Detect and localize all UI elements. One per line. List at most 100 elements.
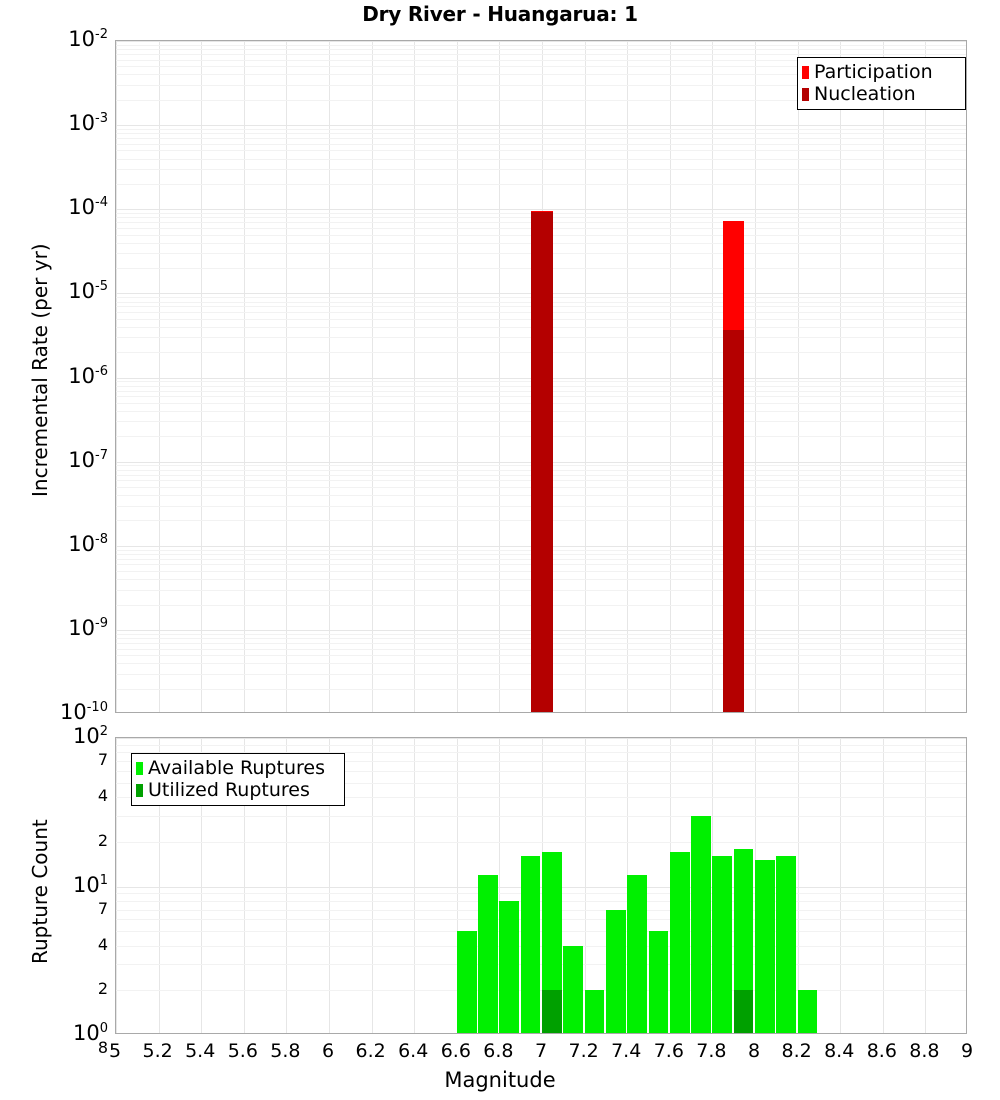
gridline-vertical	[797, 738, 799, 1033]
bottom-panel-legend-item: Available Ruptures	[136, 757, 339, 779]
gridline-horizontal-minor	[116, 990, 966, 992]
gridline-horizontal-minor	[116, 44, 966, 46]
gridline-vertical	[627, 41, 629, 712]
y-tick-label: 10-3	[68, 111, 108, 136]
gridline-vertical	[116, 41, 117, 712]
gridline-vertical	[456, 738, 458, 1033]
bar-available-ruptures	[712, 856, 733, 1033]
gridline-vertical	[755, 41, 756, 712]
top-panel-plot-area	[115, 40, 967, 713]
gridline-horizontal-minor	[116, 752, 966, 754]
gridline-horizontal-minor	[116, 54, 966, 56]
bottom-panel-legend-item: Utilized Ruptures	[136, 779, 339, 801]
y-tick-label: 102	[72, 724, 108, 748]
gridline-vertical	[286, 738, 288, 1033]
gridline-horizontal-minor	[116, 841, 966, 843]
gridline-vertical	[882, 41, 884, 712]
legend-swatch-icon	[136, 783, 143, 797]
x-tick-label: 8.4	[824, 1040, 855, 1062]
gridline-horizontal-minor	[116, 150, 966, 152]
y-tick-label-minor: 7	[97, 750, 108, 769]
y-tick-label: 100	[72, 1021, 108, 1045]
bar-utilized-ruptures	[542, 990, 562, 1033]
gridline-horizontal-minor	[116, 797, 966, 799]
bottom-panel-plot-area	[115, 737, 967, 1034]
gridline-vertical	[371, 41, 373, 712]
gridline-vertical	[669, 41, 671, 712]
y-tick-label: 10-5	[68, 279, 108, 304]
y-tick-label: 10-9	[68, 615, 108, 640]
gridline-vertical	[797, 41, 799, 712]
gridline-horizontal-minor	[116, 143, 966, 145]
x-tick-label: 7.6	[653, 1040, 684, 1062]
x-tick-label: 6.4	[398, 1040, 429, 1062]
y-tick-label-minor: 2	[97, 830, 108, 850]
x-tick-label: 5.8	[270, 1040, 301, 1062]
gridline-horizontal-minor	[116, 59, 966, 61]
gridline-horizontal-minor	[116, 158, 966, 160]
bar-utilized-ruptures	[733, 990, 754, 1033]
y-tick-label: 10-2	[68, 27, 108, 51]
bar-available-ruptures	[478, 874, 498, 1033]
gridline-horizontal-major	[116, 738, 966, 739]
gridline-horizontal-minor	[116, 66, 966, 68]
bar-available-ruptures	[648, 931, 669, 1033]
legend-label: Nucleation	[814, 82, 916, 105]
x-tick-label: 6.8	[483, 1040, 514, 1062]
gridline-horizontal-minor	[116, 761, 966, 762]
gridline-vertical	[840, 738, 842, 1033]
bottom-panel-legend: Available Ruptures Utilized Ruptures	[131, 753, 345, 806]
bar-available-ruptures	[456, 931, 477, 1033]
gridline-vertical	[243, 41, 245, 712]
gridline-vertical	[329, 41, 330, 712]
gridline-vertical	[286, 41, 288, 712]
gridline-vertical	[158, 738, 160, 1033]
x-tick-label: 6	[321, 1040, 335, 1062]
bar-available-ruptures	[776, 856, 797, 1033]
y-tick-label: 10-7	[68, 447, 108, 472]
x-axis-title: Magnitude	[444, 1068, 556, 1092]
x-tick-label: 8.6	[866, 1040, 897, 1062]
gridline-vertical	[371, 738, 373, 1033]
y-tick-label: 10-6	[68, 363, 108, 388]
legend-label: Participation	[814, 60, 933, 83]
gridline-horizontal-minor	[116, 815, 966, 817]
x-tick-label: 6.6	[440, 1040, 471, 1062]
gridline-horizontal-minor	[116, 900, 966, 902]
gridline-vertical	[456, 41, 458, 712]
gridline-vertical	[414, 738, 416, 1033]
y-tick-label: 101	[72, 872, 108, 897]
gridline-horizontal-minor	[116, 169, 966, 171]
x-tick-label: 8.2	[781, 1040, 812, 1062]
bar-available-ruptures	[520, 856, 541, 1033]
gridline-vertical	[116, 738, 117, 1033]
gridline-horizontal-minor	[116, 128, 966, 130]
y-tick-label: 10-10	[60, 700, 108, 724]
gridline-horizontal-minor	[116, 770, 966, 772]
gridline-horizontal-minor	[116, 183, 966, 185]
gridline-horizontal-minor	[116, 919, 966, 921]
top-panel-legend-item: Participation	[802, 61, 960, 83]
x-tick-label: 7.8	[696, 1040, 727, 1062]
gridline-horizontal-minor	[116, 84, 966, 86]
gridline-vertical	[584, 738, 586, 1033]
x-tick-label: 7.4	[611, 1040, 642, 1062]
gridline-vertical	[925, 41, 927, 712]
gridline-horizontal-minor	[116, 99, 966, 101]
bar-available-ruptures	[584, 990, 605, 1033]
gridline-vertical	[840, 41, 842, 712]
gridline-vertical	[158, 41, 160, 712]
x-tick-label: 9	[960, 1040, 974, 1062]
bar-available-ruptures	[499, 900, 520, 1033]
gridline-horizontal-minor	[116, 138, 966, 140]
gridline-horizontal-minor	[116, 945, 966, 947]
bar-available-ruptures	[691, 815, 711, 1033]
gridline-vertical	[329, 738, 330, 1033]
legend-swatch-icon	[136, 761, 143, 775]
page-title: Dry River - Huangarua: 1	[362, 2, 638, 26]
legend-swatch-icon	[802, 87, 809, 101]
bar-available-ruptures	[797, 990, 818, 1033]
gridline-vertical	[243, 738, 245, 1033]
gridline-horizontal-major	[116, 125, 966, 127]
legend-label: Utilized Ruptures	[148, 778, 310, 801]
